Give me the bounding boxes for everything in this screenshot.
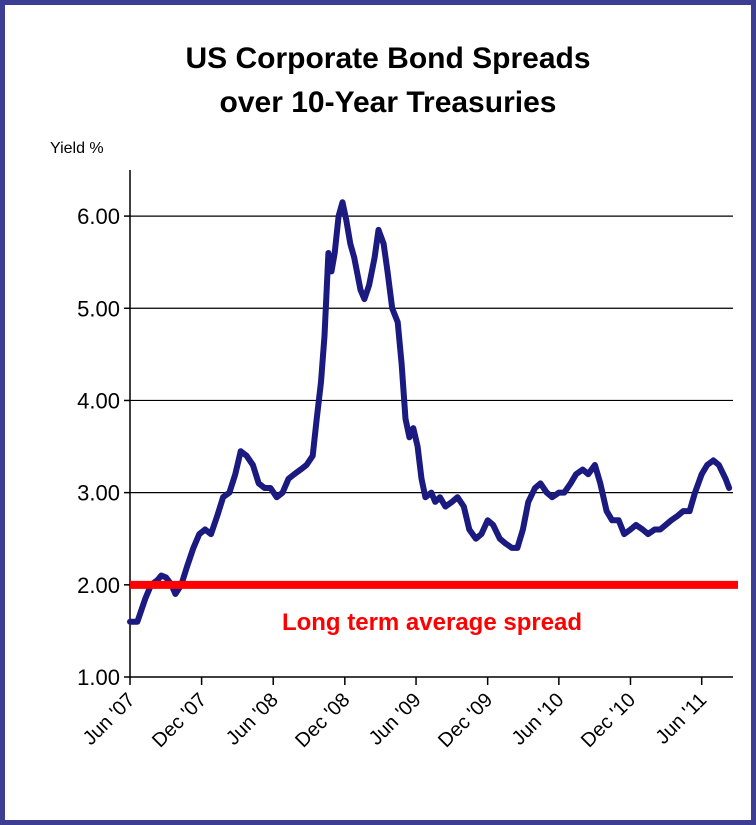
series-line-0 — [127, 199, 733, 625]
y-tick-label-3: 4.00 — [77, 388, 120, 413]
x-tick-label-1: Dec '07 — [148, 689, 211, 752]
x-tick-label-5: Dec '09 — [434, 689, 497, 752]
x-tick-label-2: Jun '08 — [222, 689, 283, 750]
series-group — [127, 199, 733, 625]
y-tick-label-1: 2.00 — [77, 573, 120, 598]
x-tick-label-4: Jun '09 — [365, 689, 426, 750]
chart-title-line1: US Corporate Bond Spreads — [185, 42, 590, 75]
chart-title-line2: over 10-Year Treasuries — [220, 86, 557, 119]
x-tick-labels: Jun '07 Dec '07 Jun '08 Dec '08 Jun '09 Dec '… — [79, 677, 711, 752]
x-tick-label-0: Jun '07 — [79, 689, 140, 750]
x-tick-label-7: Dec '10 — [577, 689, 640, 752]
x-tick-label-8: Jun '11 — [652, 689, 712, 749]
y-tick-labels: 1.00 2.00 3.00 4.00 5.00 6.00 — [77, 204, 130, 690]
y-tick-label-5: 6.00 — [77, 204, 120, 229]
y-tick-label-4: 5.00 — [77, 296, 120, 321]
reference-label: Long term average spread — [282, 609, 582, 636]
axes — [129, 170, 733, 678]
y-axis-label: Yield % — [50, 140, 104, 157]
y-tick-label-2: 3.00 — [77, 481, 120, 506]
reference-group: Long term average spread — [130, 580, 738, 636]
x-tick-label-6: Jun '10 — [508, 689, 569, 750]
x-tick-label-3: Dec '08 — [291, 689, 354, 752]
y-tick-label-0: 1.00 — [77, 665, 120, 690]
